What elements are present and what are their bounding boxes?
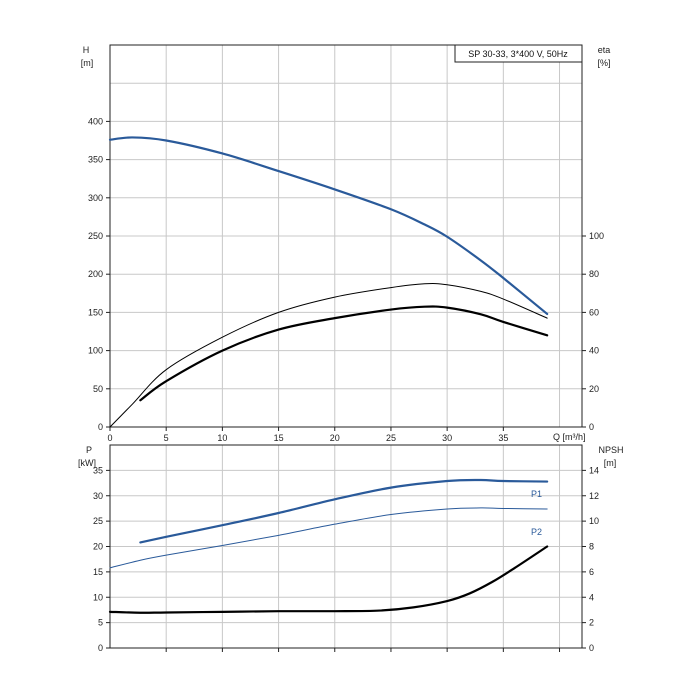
top-left-axis-symbol: H — [83, 45, 90, 55]
top-left-tick-label: 50 — [93, 384, 103, 394]
bottom-left-tick-label: 10 — [93, 592, 103, 602]
top-left-tick-label: 0 — [98, 422, 103, 432]
bottom-right-tick-label: 6 — [589, 567, 594, 577]
bottom-right-axis-symbol: NPSH — [598, 445, 623, 455]
top-left-tick-label: 400 — [88, 116, 103, 126]
bottom-right-tick-label: 12 — [589, 491, 599, 501]
bottom-series-1-line — [109, 507, 548, 569]
top-x-tick-label: 20 — [330, 433, 340, 443]
bottom-left-tick-label: 30 — [93, 491, 103, 501]
top-x-tick-label: 30 — [442, 433, 452, 443]
bottom-left-axis-unit: [kW] — [78, 458, 96, 468]
top-right-tick-label: 60 — [589, 307, 599, 317]
bottom-right-tick-label: 0 — [589, 643, 594, 653]
bottom-right-tick-label: 10 — [589, 516, 599, 526]
top-right-axis-unit: [%] — [597, 58, 610, 68]
top-left-tick-label: 100 — [88, 346, 103, 356]
top-x-tick-label: 10 — [217, 433, 227, 443]
top-x-tick-label: 35 — [498, 433, 508, 443]
top-series-0-line — [108, 136, 549, 316]
bottom-right-tick-label: 8 — [589, 542, 594, 552]
bottom-right-tick-label: 2 — [589, 618, 594, 628]
x-axis-label: Q [m³/h] — [553, 432, 586, 442]
bottom-left-tick-label: 25 — [93, 516, 103, 526]
top-right-tick-label: 20 — [589, 384, 599, 394]
top-left-tick-label: 150 — [88, 307, 103, 317]
bottom-left-tick-label: 35 — [93, 465, 103, 475]
top-right-tick-label: 40 — [589, 346, 599, 356]
top-grid — [110, 45, 582, 427]
bottom-right-axis-unit: [m] — [604, 458, 617, 468]
bottom-right-tick-label: 4 — [589, 592, 594, 602]
top-series-2-line — [139, 305, 549, 402]
bottom-series-2-line — [108, 545, 549, 614]
top-right-tick-label: 80 — [589, 269, 599, 279]
top-left-tick-label: 250 — [88, 231, 103, 241]
top-x-tick-label: 15 — [274, 433, 284, 443]
bottom-left-tick-label: 15 — [93, 567, 103, 577]
top-x-tick-label: 5 — [164, 433, 169, 443]
top-left-tick-label: 300 — [88, 193, 103, 203]
title-box — [454, 44, 583, 63]
bottom-right-tick-label: 14 — [589, 465, 599, 475]
series-label-p2: P2 — [531, 527, 542, 537]
top-left-axis-unit: [m] — [81, 58, 94, 68]
top-left-tick-label: 200 — [88, 269, 103, 279]
top-right-tick-label: 0 — [589, 422, 594, 432]
bottom-series-0-line — [139, 478, 549, 544]
bottom-left-axis-symbol: P — [86, 445, 92, 455]
top-series-1-line — [109, 283, 548, 428]
bottom-left-tick-label: 20 — [93, 542, 103, 552]
top-x-tick-label: 25 — [386, 433, 396, 443]
top-right-axis-symbol: eta — [598, 45, 611, 55]
bottom-left-tick-label: 5 — [98, 618, 103, 628]
series-label-p1: P1 — [531, 489, 542, 499]
chart-title: SP 30-33, 3*400 V, 50Hz — [468, 49, 568, 59]
top-x-tick-label: 0 — [107, 433, 112, 443]
bottom-left-tick-label: 0 — [98, 643, 103, 653]
curves — [108, 136, 549, 614]
top-right-tick-label: 100 — [589, 231, 604, 241]
top-left-tick-label: 350 — [88, 155, 103, 165]
